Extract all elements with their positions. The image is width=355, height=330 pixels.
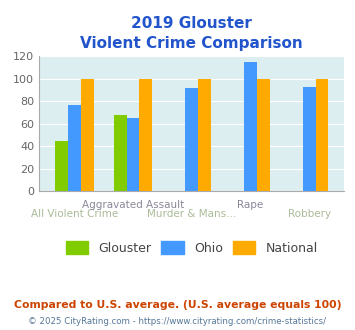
Bar — [140, 79, 152, 191]
Bar — [198, 79, 211, 191]
Bar — [114, 115, 126, 191]
Text: Compared to U.S. average. (U.S. average equals 100): Compared to U.S. average. (U.S. average … — [14, 300, 341, 310]
Bar — [244, 62, 257, 191]
Text: Rape: Rape — [237, 200, 263, 210]
Legend: Glouster, Ohio, National: Glouster, Ohio, National — [61, 236, 322, 259]
Bar — [68, 105, 81, 191]
Bar — [185, 88, 198, 191]
Bar — [257, 79, 270, 191]
Bar — [81, 79, 94, 191]
Title: 2019 Glouster
Violent Crime Comparison: 2019 Glouster Violent Crime Comparison — [80, 16, 303, 51]
Bar — [316, 79, 328, 191]
Text: © 2025 CityRating.com - https://www.cityrating.com/crime-statistics/: © 2025 CityRating.com - https://www.city… — [28, 317, 327, 326]
Text: Murder & Mans...: Murder & Mans... — [147, 209, 236, 219]
Text: Robbery: Robbery — [288, 209, 331, 219]
Text: All Violent Crime: All Violent Crime — [31, 209, 118, 219]
Bar — [303, 86, 316, 191]
Text: Aggravated Assault: Aggravated Assault — [82, 200, 184, 210]
Bar — [126, 118, 140, 191]
Bar — [55, 141, 68, 191]
